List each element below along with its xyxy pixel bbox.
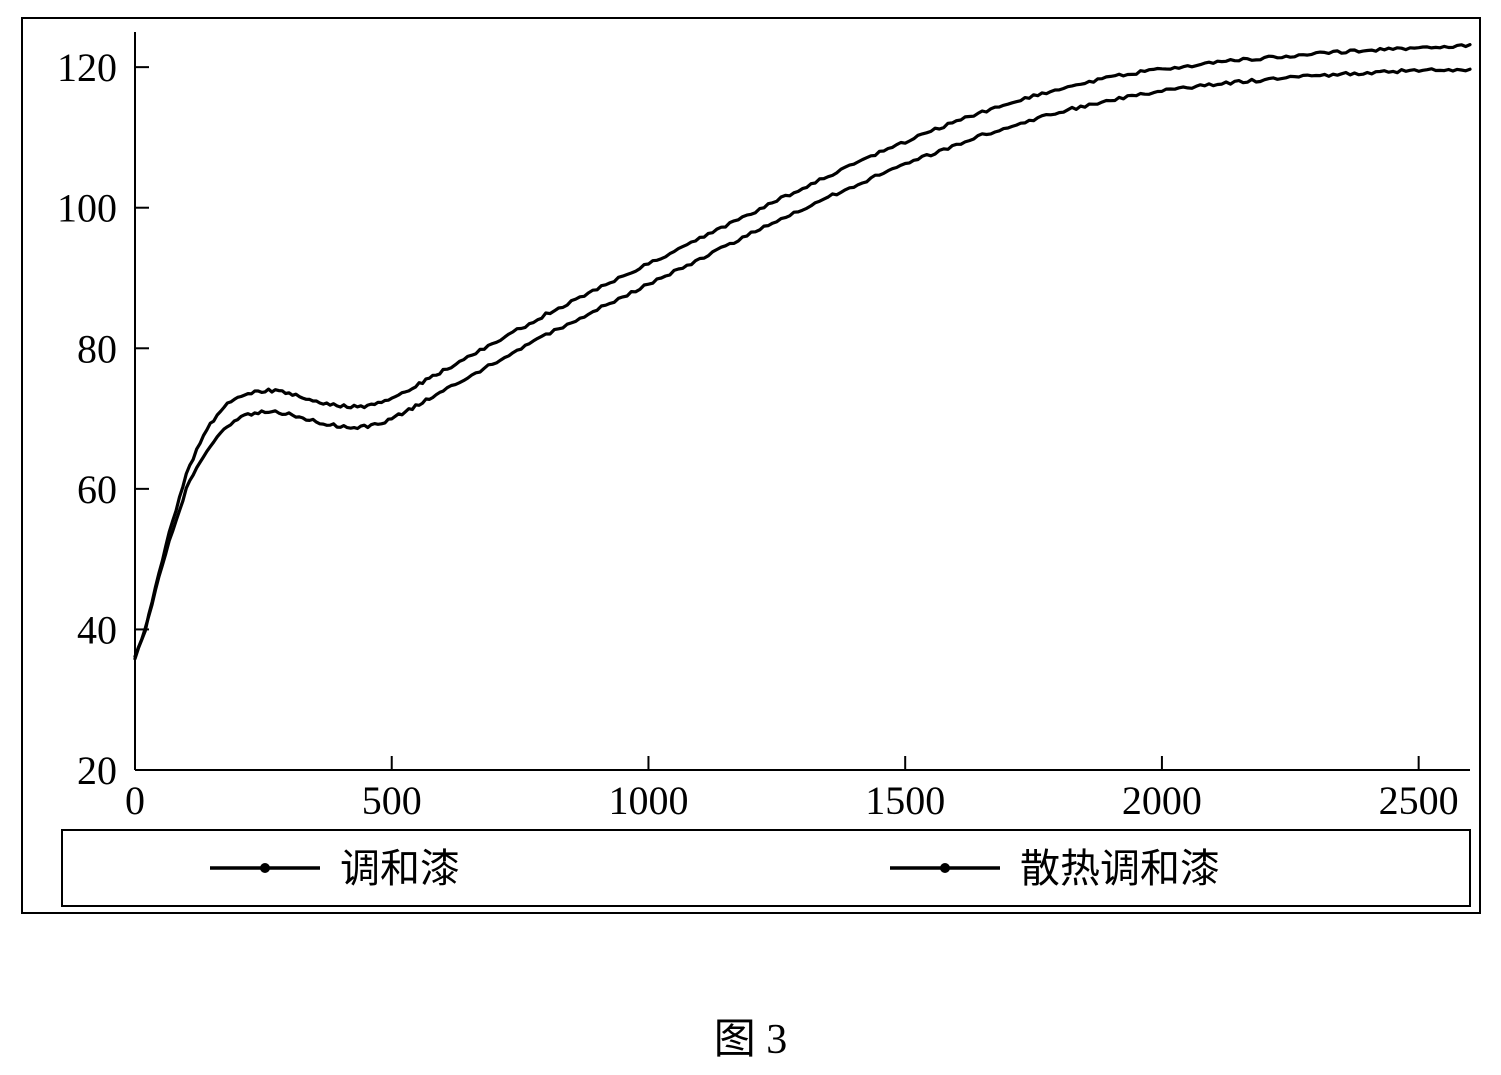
figure-caption: 图 3 (0, 1005, 1501, 1066)
legend-marker-0 (260, 863, 270, 873)
y-tick-label: 20 (77, 748, 117, 793)
y-tick-label: 40 (77, 607, 117, 652)
legend-label-1: 散热调和漆 (1020, 846, 1220, 891)
x-tick-label: 500 (362, 778, 422, 823)
x-tick-label: 1500 (865, 778, 945, 823)
figure-wrap: 20 40 60 80 100 120 0 500 1000 1500 2000 2500 调和漆 散热调… (0, 0, 1501, 1075)
y-tick-label: 100 (57, 186, 117, 231)
chart-outer-box (22, 18, 1480, 913)
legend-marker-1 (940, 863, 950, 873)
y-tick-label: 80 (77, 326, 117, 371)
x-tick-label: 2000 (1122, 778, 1202, 823)
x-tick-label: 1000 (608, 778, 688, 823)
legend-label-0: 调和漆 (340, 846, 460, 891)
x-tick-label: 2500 (1379, 778, 1459, 823)
x-tick-label: 0 (125, 778, 145, 823)
series-1 (135, 69, 1470, 657)
y-tick-label: 60 (77, 467, 117, 512)
series-0 (135, 45, 1470, 659)
y-tick-label: 120 (57, 45, 117, 90)
line-chart: 20 40 60 80 100 120 0 500 1000 1500 2000 2500 调和漆 散热调… (0, 0, 1501, 1075)
